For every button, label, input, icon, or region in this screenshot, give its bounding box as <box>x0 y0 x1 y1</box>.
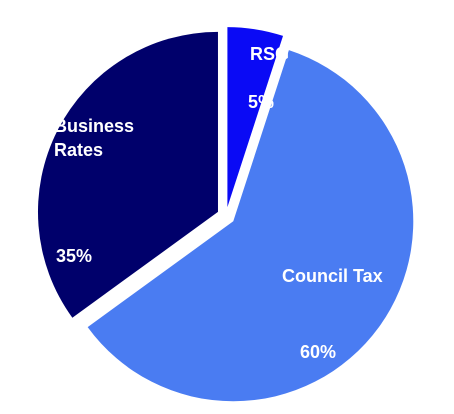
slice-label: RSG <box>250 44 290 64</box>
pie-slice <box>227 27 284 208</box>
pie-slice <box>37 31 218 318</box>
slice-label: Council Tax <box>282 266 383 286</box>
slice-value-label: 60% <box>300 342 337 362</box>
slice-value-label: 5% <box>248 92 275 112</box>
slice-label: Business Rates <box>54 116 135 160</box>
slice-value-label: 35% <box>56 246 93 266</box>
pie-slice <box>87 50 414 402</box>
